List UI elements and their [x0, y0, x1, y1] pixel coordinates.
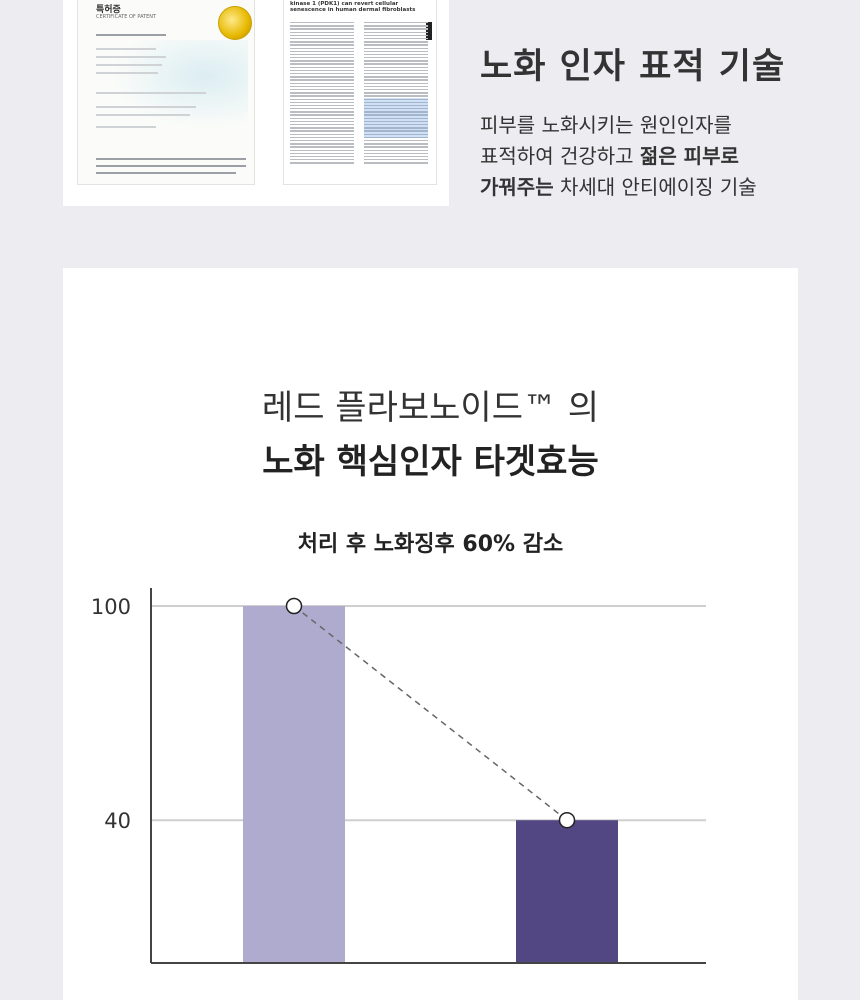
paper-highlight — [364, 98, 428, 138]
bar-chart: 100 40 — [91, 588, 706, 964]
description-line-3-bold: 가꿔주는 — [480, 175, 554, 199]
paper-tab — [426, 22, 432, 40]
trend-line — [293, 605, 568, 821]
section-title: 노화 인자 표적 기술 — [480, 47, 786, 87]
description-line-1: 피부를 노화시키는 원인인자를 — [480, 113, 732, 137]
certificate-title: 특허증 — [96, 5, 121, 15]
card-heading-line-2: 노화 핵심인자 타겟효능 — [262, 442, 599, 482]
paper-column-left — [290, 22, 354, 165]
data-point-marker — [558, 811, 576, 829]
data-point-marker — [285, 597, 303, 615]
y-tick-label: 100 — [91, 595, 131, 619]
document-images: 특허증 CERTIFICATE OF PATENT kinase 1 (PDK1… — [63, 0, 449, 206]
description-line-2-text: 표적하여 건강하고 — [480, 144, 640, 168]
chart-caption: 처리 후 노화징후 60% 감소 — [297, 532, 564, 557]
research-paper-image: kinase 1 (PDK1) can revert cellular sene… — [283, 0, 437, 185]
description-line-2: 표적하여 건강하고 젊은 피부로 — [480, 141, 757, 172]
y-tick-label: 40 — [104, 809, 131, 833]
section-description: 피부를 노화시키는 원인인자를 표적하여 건강하고 젊은 피부로 가꿔주는 차세… — [480, 110, 757, 203]
bar — [243, 606, 345, 963]
certificate-watermark — [108, 40, 248, 130]
description-line-3: 가꿔주는 차세대 안티에이징 기술 — [480, 172, 757, 203]
description-line-2-bold: 젊은 피부로 — [639, 144, 739, 168]
paper-column-right — [364, 22, 428, 165]
efficacy-card: 레드 플라보노이드™ 의 노화 핵심인자 타겟효능 처리 후 노화징후 60% … — [63, 268, 798, 1000]
bar — [516, 820, 618, 963]
card-heading-line-1: 레드 플라보노이드™ 의 — [261, 388, 600, 428]
paper-title: kinase 1 (PDK1) can revert cellular sene… — [290, 1, 416, 13]
description-line-3-text: 차세대 안티에이징 기술 — [553, 175, 757, 199]
patent-certificate-image: 특허증 CERTIFICATE OF PATENT — [77, 0, 255, 185]
gold-seal-icon — [218, 6, 252, 40]
certificate-subtitle: CERTIFICATE OF PATENT — [96, 14, 157, 20]
